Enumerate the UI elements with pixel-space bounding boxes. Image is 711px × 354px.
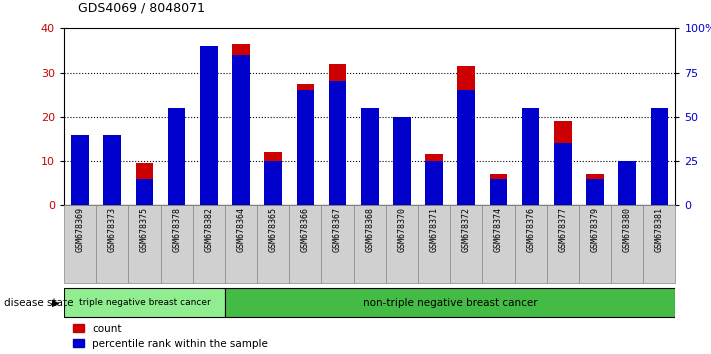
Bar [296, 90, 314, 205]
Text: GSM678370: GSM678370 [397, 207, 407, 252]
Text: GSM678380: GSM678380 [623, 207, 631, 252]
FancyBboxPatch shape [482, 205, 515, 283]
FancyBboxPatch shape [257, 205, 289, 283]
FancyBboxPatch shape [579, 205, 611, 283]
Text: GSM678369: GSM678369 [75, 207, 85, 252]
FancyBboxPatch shape [547, 205, 579, 283]
Bar [361, 163, 378, 205]
Bar [136, 179, 154, 205]
Bar [554, 143, 572, 205]
Text: GSM678371: GSM678371 [429, 207, 439, 252]
Bar [651, 108, 668, 205]
Legend: count, percentile rank within the sample: count, percentile rank within the sample [69, 320, 272, 353]
FancyBboxPatch shape [161, 205, 193, 283]
FancyBboxPatch shape [129, 205, 161, 283]
Bar [457, 66, 475, 205]
Bar [490, 179, 507, 205]
Text: GSM678376: GSM678376 [526, 207, 535, 252]
FancyBboxPatch shape [289, 205, 321, 283]
Text: GSM678377: GSM678377 [558, 207, 567, 252]
FancyBboxPatch shape [515, 205, 547, 283]
Bar [328, 64, 346, 205]
FancyBboxPatch shape [450, 205, 482, 283]
Bar [168, 108, 186, 205]
Bar [554, 121, 572, 205]
FancyBboxPatch shape [64, 288, 225, 317]
Bar [264, 152, 282, 205]
FancyBboxPatch shape [321, 205, 353, 283]
Bar [168, 121, 186, 205]
FancyBboxPatch shape [225, 205, 257, 283]
FancyBboxPatch shape [353, 205, 386, 283]
Bar [71, 135, 89, 205]
Bar [103, 135, 121, 205]
Text: GSM678381: GSM678381 [655, 207, 664, 252]
Bar [393, 128, 411, 205]
Bar [425, 154, 443, 205]
FancyBboxPatch shape [225, 288, 675, 317]
Bar [522, 121, 540, 205]
Text: GSM678367: GSM678367 [333, 207, 342, 252]
Bar [619, 161, 636, 205]
Text: non-triple negative breast cancer: non-triple negative breast cancer [363, 298, 538, 308]
FancyBboxPatch shape [193, 205, 225, 283]
Bar [490, 175, 507, 205]
Text: ▶: ▶ [52, 298, 60, 308]
Bar [200, 46, 218, 205]
Text: GSM678366: GSM678366 [301, 207, 310, 252]
Bar [328, 81, 346, 205]
Bar [296, 84, 314, 205]
Text: GSM678379: GSM678379 [591, 207, 599, 252]
Bar [651, 121, 668, 205]
Bar [232, 55, 250, 205]
FancyBboxPatch shape [611, 205, 643, 283]
Text: disease state: disease state [4, 298, 73, 308]
Bar [136, 163, 154, 205]
Text: GSM678373: GSM678373 [108, 207, 117, 252]
FancyBboxPatch shape [418, 205, 450, 283]
FancyBboxPatch shape [643, 205, 675, 283]
FancyBboxPatch shape [386, 205, 418, 283]
Bar [457, 90, 475, 205]
Text: GSM678374: GSM678374 [494, 207, 503, 252]
Bar [619, 190, 636, 205]
Text: GSM678365: GSM678365 [269, 207, 278, 252]
Text: GSM678375: GSM678375 [140, 207, 149, 252]
Bar [522, 108, 540, 205]
Bar [393, 117, 411, 205]
Text: GDS4069 / 8048071: GDS4069 / 8048071 [78, 1, 205, 14]
Bar [103, 135, 121, 205]
Bar [200, 59, 218, 205]
Text: GSM678372: GSM678372 [461, 207, 471, 252]
Bar [264, 161, 282, 205]
Text: triple negative breast cancer: triple negative breast cancer [79, 298, 210, 307]
Bar [71, 145, 89, 205]
Bar [586, 179, 604, 205]
Text: GSM678382: GSM678382 [204, 207, 213, 252]
Bar [361, 108, 378, 205]
Text: GSM678378: GSM678378 [172, 207, 181, 252]
Bar [425, 161, 443, 205]
Bar [586, 175, 604, 205]
Bar [232, 44, 250, 205]
Text: GSM678364: GSM678364 [237, 207, 245, 252]
Text: GSM678368: GSM678368 [365, 207, 374, 252]
FancyBboxPatch shape [64, 205, 96, 283]
FancyBboxPatch shape [96, 205, 129, 283]
